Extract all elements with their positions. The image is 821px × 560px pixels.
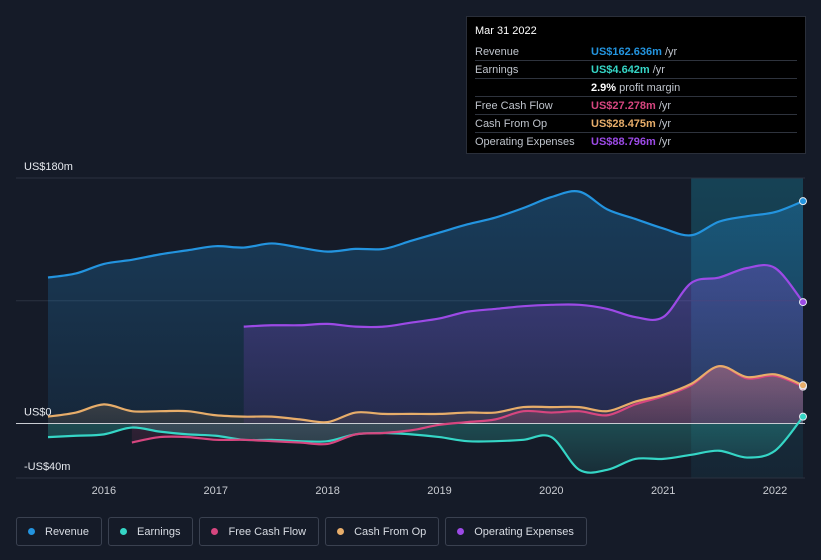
series-end-point-revenue — [799, 197, 807, 206]
legend-label: Cash From Op — [354, 525, 427, 538]
x-tick-label: 2018 — [315, 485, 339, 497]
tooltip-unit: /yr — [658, 135, 672, 148]
legend-item-free-cash-flow[interactable]: Free Cash Flow — [199, 517, 320, 546]
series-area-operating-expenses — [243, 265, 804, 424]
x-tick-label: 2019 — [427, 485, 451, 497]
legend-dot-icon — [120, 528, 128, 535]
tooltip-row-free-cash-flow: Free Cash Flow US$27.278m/yr — [475, 96, 797, 114]
tooltip-unit: /yr — [664, 45, 678, 58]
series-line-cash-from-op — [47, 365, 804, 424]
tooltip-label: Revenue — [475, 45, 520, 58]
tooltip-label: Cash From Op — [475, 117, 548, 130]
tooltip-rows: Revenue US$162.636m/yr Earnings US$4.642m/y… — [475, 43, 797, 150]
legend-dot-icon — [457, 528, 465, 535]
legend-item-operating-expenses[interactable]: Operating Expenses — [445, 517, 587, 546]
tooltip-unit: /yr — [658, 99, 672, 112]
legend-label: Revenue — [45, 525, 90, 538]
tooltip-row-earnings: Earnings US$4.642m/yr — [475, 60, 797, 78]
tooltip-value: US$162.636m — [591, 45, 662, 58]
x-tick-label: 2016 — [92, 485, 116, 497]
tooltip-row-revenue: Revenue US$162.636m/yr — [475, 43, 797, 60]
y-tick-label: US$180m — [24, 161, 73, 173]
tooltip-unit: profit margin — [619, 81, 681, 94]
series-end-point-earnings — [799, 412, 807, 421]
chart-legend: Revenue Earnings Free Cash Flow Cash From O… — [16, 517, 587, 546]
series-line-free-cash-flow — [131, 365, 804, 446]
x-tick-label: 2020 — [539, 485, 563, 497]
tooltip-unit: /yr — [652, 63, 665, 76]
tooltip-date: Mar 31 2022 — [475, 25, 537, 37]
tooltip-unit: /yr — [658, 117, 672, 130]
series-line-revenue — [47, 190, 804, 279]
x-tick-label: 2022 — [763, 485, 787, 497]
series-area-free-cash-flow — [131, 366, 803, 445]
tooltip-value: US$27.278m — [591, 99, 656, 112]
series-line-operating-expenses — [243, 263, 804, 329]
y-tick-label: -US$40m — [24, 461, 70, 473]
x-tick-label: 2017 — [204, 485, 228, 497]
tooltip-label: Free Cash Flow — [475, 99, 553, 112]
legend-label: Operating Expenses — [474, 525, 574, 538]
legend-dot-icon — [211, 528, 219, 535]
series-end-point-operating-expenses — [799, 298, 807, 307]
tooltip-value: 2.9% — [591, 81, 617, 94]
tooltip-row-operating-expenses: Operating Expenses US$88.796m/yr — [475, 132, 797, 150]
tooltip-label: Operating Expenses — [475, 135, 575, 148]
legend-item-cash-from-op[interactable]: Cash From Op — [325, 517, 440, 546]
tooltip-row-profit-margin: 2.9% profit margin — [475, 78, 797, 96]
legend-dot-icon — [337, 528, 345, 535]
tooltip-panel: Mar 31 2022 Revenue US$162.636m/yr Earning… — [466, 16, 806, 154]
tooltip-label: Earnings — [475, 63, 519, 76]
tooltip-value: US$4.642m — [591, 63, 650, 76]
legend-dot-icon — [28, 528, 35, 535]
legend-item-earnings[interactable]: Earnings — [108, 517, 194, 546]
legend-label: Earnings — [137, 525, 181, 538]
legend-item-revenue[interactable]: Revenue — [16, 517, 103, 546]
tooltip-value: US$28.475m — [591, 117, 656, 130]
y-tick-label: US$0 — [24, 406, 52, 418]
tooltip-value: US$88.796m — [591, 135, 656, 148]
legend-label: Free Cash Flow — [228, 525, 307, 538]
series-end-point-cash-from-op — [799, 381, 807, 390]
x-tick-label: 2021 — [651, 485, 675, 497]
tooltip-row-cash-from-op: Cash From Op US$28.475m/yr — [475, 114, 797, 132]
series-line-earnings — [47, 415, 804, 474]
